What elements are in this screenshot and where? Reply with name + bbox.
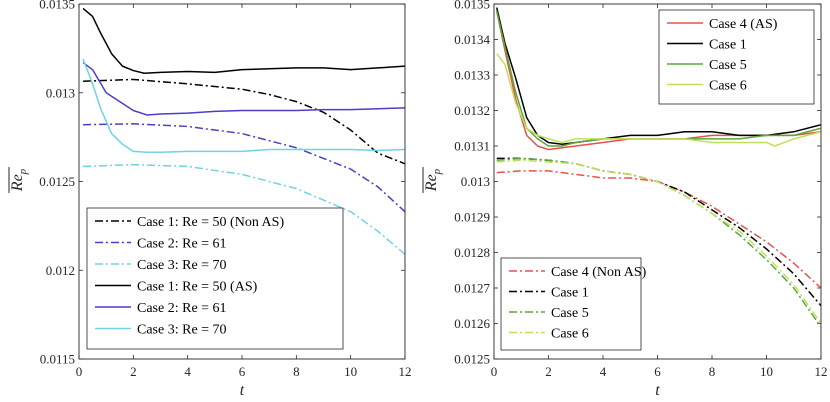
y-axis-label: Rep: [9, 168, 29, 192]
y-tick-label: 0.012: [46, 263, 75, 278]
x-axis-label: t: [240, 382, 245, 399]
legend-label: Case 1: [709, 38, 747, 53]
x-tick-label: 6: [239, 364, 246, 379]
x-tick-label: 8: [293, 364, 300, 379]
y-tick-label: 0.013: [46, 85, 75, 100]
legend-box: [86, 207, 344, 350]
legend-label: Case 2: Re = 61: [137, 301, 227, 316]
legend-label: Case 5: [551, 306, 589, 321]
legend-label: Case 1: Re = 50 (AS): [137, 280, 258, 295]
legend-box: [500, 257, 642, 351]
x-tick-label: 6: [654, 364, 661, 379]
chart-panel-2: 0 2 4 6 8 10 12 0.0125 0.0126 0.0127 0.0128 0.0129 0…: [422, 0, 828, 399]
series-group: [82, 7, 405, 255]
y-axis-label-subscript: p: [17, 168, 29, 175]
y-tick-label: 0.0135: [454, 0, 490, 12]
y-tick-label: 0.0126: [454, 316, 490, 331]
series-line-4: [82, 7, 405, 74]
legend-label: Case 3: Re = 70: [137, 258, 227, 273]
y-tick-label: 0.0134: [454, 32, 490, 47]
x-tick-label: 2: [545, 364, 552, 379]
y-tick-label: 0.0115: [40, 352, 75, 367]
x-tick-label: 4: [184, 364, 191, 379]
y-tick-label: 0.0125: [39, 174, 75, 189]
y-tick-label: 0.0125: [454, 352, 490, 367]
axes-frame: [78, 3, 406, 360]
legend-2: Case 4 (Non AS) Case 1 Case 5 Case 6: [500, 257, 647, 351]
y-tick-label: 0.0128: [454, 245, 490, 260]
legend-label: Case 1: Re = 50 (Non AS): [137, 215, 284, 230]
x-tick-label: 8: [709, 364, 716, 379]
legend-label: Case 4 (AS): [709, 17, 778, 32]
legend-1: Case 4 (AS) Case 1 Case 5 Case 6: [658, 9, 815, 105]
y-tick-label: 0.0135: [39, 0, 75, 12]
series-line-4: [496, 53, 821, 147]
x-tick-label: 12: [399, 364, 412, 379]
x-tick-label: 10: [344, 364, 357, 379]
x-tick-label: 10: [760, 364, 773, 379]
x-tick-label: 2: [130, 364, 137, 379]
legend-label: Case 6: [709, 79, 747, 94]
y-tick-label: 0.0129: [454, 210, 490, 225]
x-tick-label: 12: [815, 364, 828, 379]
y-tick-label: 0.0133: [454, 68, 490, 83]
series-line-2: [83, 123, 405, 213]
legend-label: Case 5: [709, 58, 747, 73]
series-line-6: [82, 58, 405, 153]
x-tick-label: 0: [491, 364, 498, 379]
x-axis-label: t: [655, 382, 660, 399]
y-tick-label: 0.0127: [454, 281, 490, 296]
legend-label: Case 3: Re = 70: [137, 323, 227, 338]
series-line-1: [83, 78, 405, 165]
y-tick-label: 0.0132: [454, 103, 490, 118]
series-line-8: [496, 159, 821, 324]
series-group: [495, 7, 821, 328]
series-line-3: [83, 163, 405, 255]
legend-1: Case 1: Re = 50 (Non AS) Case 2: Re = 61 C…: [86, 207, 344, 350]
x-tick-label: 4: [600, 364, 607, 379]
legend-label: Case 2: Re = 61: [137, 237, 227, 252]
y-tick-label: 0.013: [461, 174, 490, 189]
legend-label: Case 4 (Non AS): [551, 265, 647, 280]
legend-label: Case 6: [551, 327, 589, 342]
x-tick-label: 0: [76, 364, 83, 379]
chart-panel-1: 0 2 4 6 8 10 12 0.0115 0.012 0.0125 0.013 0.0135 t Re…: [8, 0, 412, 399]
y-tick-label: 0.0131: [454, 139, 490, 154]
series-line-5: [82, 61, 405, 116]
legend-label: Case 1: [551, 286, 589, 301]
y-axis-label: Rep: [423, 168, 443, 192]
axes-frame: [493, 3, 822, 360]
y-axis-label-subscript: p: [431, 168, 443, 175]
legend-box: [658, 9, 815, 105]
